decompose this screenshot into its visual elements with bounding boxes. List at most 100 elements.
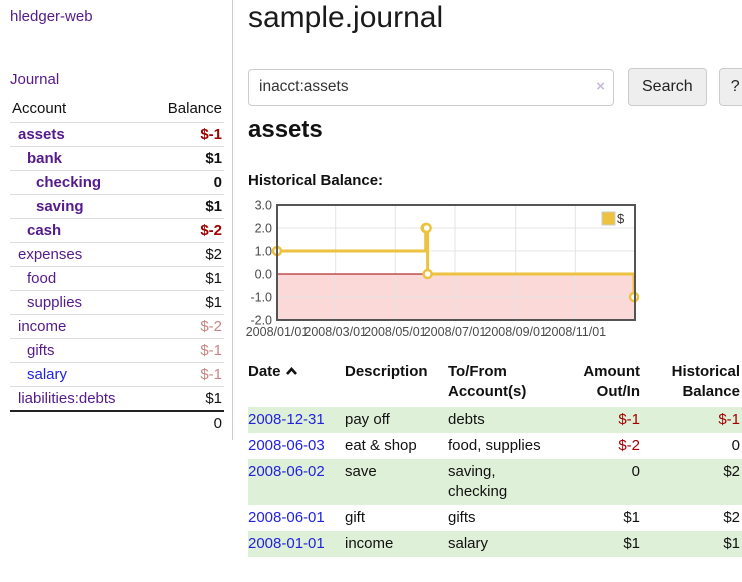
transaction-amount: 0	[560, 459, 646, 505]
transaction-date-link[interactable]: 2008-12-31	[248, 411, 325, 428]
account-balance: $-2	[147, 314, 224, 339]
account-balance: $1	[147, 266, 224, 291]
account-link-bank[interactable]: bank	[27, 150, 63, 167]
description-column-header: Description	[345, 363, 428, 380]
transaction-amount: $1	[623, 509, 640, 526]
account-link-supplies[interactable]: supplies	[27, 294, 83, 311]
account-heading: assets	[248, 116, 323, 143]
account-row: bank $1	[10, 146, 224, 171]
transaction-balance: $2	[646, 459, 742, 505]
help-button[interactable]: ?	[718, 68, 742, 106]
accounts-column-header: To/From Account(s)	[448, 363, 527, 400]
transaction-description: pay off	[345, 407, 448, 433]
account-balance: $-2	[147, 218, 224, 243]
account-row: income $-2	[10, 314, 224, 339]
account-link-salary[interactable]: salary	[27, 366, 68, 383]
register-row: 2008-06-01 gift gifts $1 $2	[248, 505, 742, 531]
account-link-liabilities-debts[interactable]: liabilities:debts	[18, 390, 116, 407]
svg-text:$: $	[617, 211, 625, 226]
svg-text:-1.0: -1.0	[250, 291, 272, 305]
svg-text:1.0: 1.0	[255, 245, 272, 259]
transaction-balance: 0	[731, 437, 740, 454]
svg-text:2008/01/01: 2008/01/01	[246, 325, 309, 339]
account-row: salary $-1	[10, 362, 224, 387]
account-link-saving[interactable]: saving	[36, 198, 84, 215]
transaction-amount: $-1	[560, 407, 646, 433]
transaction-balance: $2	[723, 509, 740, 526]
transaction-accounts: salary	[448, 531, 560, 557]
svg-text:2008/11/01: 2008/11/01	[545, 325, 607, 339]
accounts-total-value: 0	[147, 410, 224, 435]
svg-text:2008/05/01: 2008/05/01	[364, 325, 427, 339]
app-title-link[interactable]: hledger-web	[10, 8, 93, 25]
transaction-accounts: saving, checking	[448, 459, 560, 505]
account-row: food $1	[10, 266, 224, 291]
balance-column-header: Historical Balance	[671, 363, 740, 400]
account-row: expenses $2	[10, 242, 224, 267]
svg-text:-2.0: -2.0	[250, 314, 272, 328]
sidebar-item-journal[interactable]: Journal	[10, 71, 60, 88]
account-balance: $-1	[147, 362, 224, 387]
account-column-header: Account	[10, 98, 148, 123]
transaction-accounts: gifts	[448, 509, 476, 526]
register-row: 2008-12-31 pay off debts $-1 $-1	[248, 407, 742, 433]
transaction-description: save	[345, 459, 448, 505]
account-balance: $1	[147, 146, 224, 171]
historical-balance-chart[interactable]: 3.0 2.0 1.0 0.0 -1.0 -2.02008/01/012008/03/01…	[246, 198, 742, 340]
svg-text:2008/03/01: 2008/03/01	[304, 325, 367, 339]
account-balance: 0	[147, 170, 224, 195]
clear-search-icon[interactable]: ×	[596, 77, 605, 95]
account-balance: $2	[147, 242, 224, 267]
transaction-balance: $1	[646, 531, 742, 557]
account-row: supplies $1	[10, 290, 224, 315]
account-row: checking 0	[10, 170, 224, 195]
search-input[interactable]	[248, 68, 614, 106]
svg-text:2008/09/01: 2008/09/01	[484, 325, 547, 339]
svg-text:0.0: 0.0	[255, 268, 272, 282]
account-link-expenses[interactable]: expenses	[18, 246, 83, 263]
account-link-income[interactable]: income	[18, 318, 67, 335]
account-row: assets $-1	[10, 122, 224, 147]
transaction-date-link[interactable]: 2008-06-02	[248, 463, 325, 480]
transaction-amount: $-2	[618, 437, 640, 454]
register-row: 2008-01-01 income salary $1 $1	[248, 531, 742, 557]
register-row: 2008-06-03 eat & shop food, supplies $-2…	[248, 433, 742, 459]
account-link-cash[interactable]: cash	[27, 222, 62, 239]
transaction-date-link[interactable]: 2008-06-01	[248, 509, 325, 526]
account-row: saving $1	[10, 194, 224, 219]
accounts-header-row: Account Balance	[10, 98, 224, 123]
accounts-balance-table: Account Balance assets $-1 bank $1 check…	[10, 98, 224, 435]
transaction-description: income	[345, 531, 448, 557]
account-row: cash $-2	[10, 218, 224, 243]
svg-text:3.0: 3.0	[255, 199, 272, 213]
register-table: Date Description To/From Account(s) Amou…	[248, 360, 742, 557]
register-row: 2008-06-02 save saving, checking 0 $2	[248, 459, 742, 505]
balance-column-header: Balance	[147, 98, 224, 123]
accounts-total-row: 0	[10, 410, 224, 435]
transaction-description: gift	[345, 509, 366, 526]
chart-title: Historical Balance:	[248, 172, 384, 189]
svg-text:2008/07/01: 2008/07/01	[424, 325, 487, 339]
account-balance: $-1	[147, 338, 224, 363]
account-link-assets[interactable]: assets	[18, 126, 65, 143]
account-row: liabilities:debts $1	[10, 386, 224, 412]
date-column-header[interactable]: Date	[248, 360, 345, 407]
account-link-food[interactable]: food	[27, 270, 57, 287]
svg-text:2.0: 2.0	[255, 222, 272, 236]
transaction-date-link[interactable]: 2008-06-03	[248, 437, 325, 454]
account-balance: $-1	[147, 122, 224, 147]
main-content: sample.journal × Search ? assets Histori…	[246, 0, 742, 582]
sidebar: hledger-web Journal Account Balance asse…	[0, 0, 233, 440]
transaction-amount: $1	[560, 531, 646, 557]
account-row: gifts $-1	[10, 338, 224, 363]
account-balance: $1	[147, 194, 224, 219]
search-form: × Search ?	[248, 68, 742, 106]
transaction-date-link[interactable]: 2008-01-01	[248, 535, 325, 552]
amount-column-header: Amount Out/In	[583, 363, 640, 400]
account-link-checking[interactable]: checking	[36, 174, 102, 191]
sort-ascending-icon	[285, 367, 297, 375]
account-link-gifts[interactable]: gifts	[27, 342, 55, 359]
transaction-accounts: debts	[448, 407, 560, 433]
page-title: sample.journal	[248, 1, 444, 34]
search-button[interactable]: Search	[628, 68, 707, 106]
